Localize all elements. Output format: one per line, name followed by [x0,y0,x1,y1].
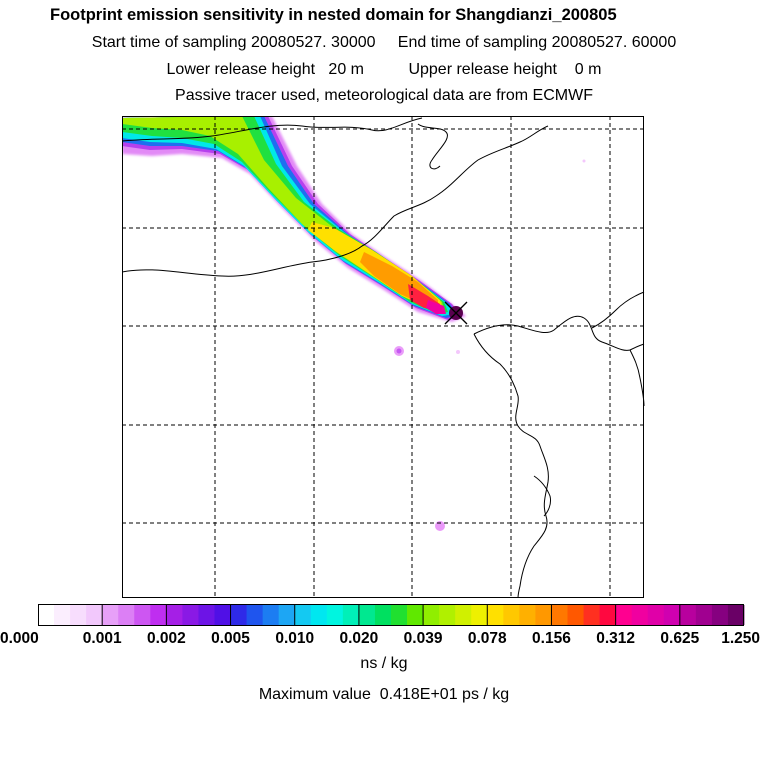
colorbar-cell [70,605,87,625]
colorbar-unit: ns / kg [360,655,408,672]
coastline [417,123,448,170]
colorbar-tick-label: 0.001 [82,630,122,647]
colorbar-cell [503,605,520,625]
lower-release-value: 20 m [328,61,364,78]
colorbar-cell [182,605,199,625]
graticule [122,116,644,598]
map-background [122,116,644,598]
tracer-note: Passive tracer used, meteorological data… [175,87,593,104]
colorbar-cell [118,605,135,625]
coastline [591,291,645,329]
colorbar-cell [342,605,360,625]
colorbar-cell [326,605,344,625]
maximum-value: Maximum value 0.418E+01 ps / kg [0,686,768,704]
start-value: 20080527. 30000 [250,34,376,51]
colorbar-cell [150,605,167,625]
colorbar-cell [599,605,617,625]
colorbar-tick-label: 0.020 [339,630,379,647]
colorbar-cell [727,605,745,625]
colorbar-cell [294,605,312,625]
colorbar-cell [583,605,600,625]
colorbar-cell [198,605,215,625]
colorbar-cell [407,605,424,625]
colorbar-frame [38,604,744,626]
speck [396,348,402,354]
end-label: End time of sampling [397,34,548,51]
max-label: Maximum value [258,686,371,703]
colorbar-cell [358,605,376,625]
colorbar-tick-label: 0.078 [467,630,507,647]
coastline [122,125,549,277]
colorbar-tick-label: 0.000 [0,630,39,647]
colorbar-cell [567,605,584,625]
colorbar-tick-label: 0.312 [596,630,636,647]
sampling-times: Start time of sampling 20080527. 30000 E… [0,33,768,53]
colorbar-cell [86,605,103,625]
colorbar-cell [246,605,264,625]
colorbar-cell [262,605,280,625]
colorbar-cell [374,605,392,625]
end-value: 20080527. 60000 [551,34,677,51]
colorbar-cell [535,605,552,625]
colorbar-cell [278,605,296,625]
coastline [122,117,423,142]
max-number: 0.418E+01 [379,686,458,703]
emission-plume [122,116,466,322]
start-label: Start time of sampling [91,34,247,51]
colorbar-cells [38,605,745,625]
colorbar-tick-label: 0.005 [211,630,250,647]
colorbar-cell [214,605,231,625]
upper-release-value: 0 m [574,61,602,78]
colorbar-cell [423,605,440,625]
colorbar-cell [439,605,456,625]
footprint-map [122,116,645,599]
speck [582,159,586,163]
colorbar-cell [679,605,697,625]
colorbar-cell [102,605,119,625]
colorbar-dividers [101,605,681,625]
colorbar-tick-label: 1.250 [721,630,760,647]
plume-magenta [426,300,446,314]
colorbar-cell [695,605,713,625]
colorbar-cell [38,605,55,625]
colorbar-cell [230,605,247,625]
colorbar-cell [310,605,328,625]
colorbar-tick-label: 0.002 [146,630,186,647]
colorbar-cell [487,605,504,625]
colorbar-cell [615,605,633,625]
colorbar-tick-label: 0.156 [532,630,571,647]
colorbar-tick-label: 0.010 [275,630,315,647]
colorbar-cell [551,605,568,625]
colorbar [38,604,745,626]
coastline [533,475,551,517]
colorbar-cell [134,605,151,625]
colorbar-tick-label: 0.039 [403,630,443,647]
lower-release-label: Lower release height [166,61,316,78]
receptor-marker [444,301,468,325]
colorbar-cell [631,605,649,625]
colorbar-cell [166,605,183,625]
max-unit: ps / kg [462,686,510,703]
chart-title: Footprint emission sensitivity in nested… [50,6,617,24]
map-frame [122,116,644,598]
colorbar-tick-label: 0.625 [660,630,700,647]
colorbar-cell [391,605,408,625]
colorbar-cell [471,605,488,625]
colorbar-cell [54,605,71,625]
colorbar-cell [519,605,536,625]
release-heights: Lower release height 20 m Upper release … [0,60,768,80]
colorbar-cell [663,605,681,625]
colorbar-cell [455,605,472,625]
speck [456,350,460,354]
upper-release-label: Upper release height [408,61,557,78]
colorbar-cell [711,605,729,625]
colorbar-cell [647,605,665,625]
